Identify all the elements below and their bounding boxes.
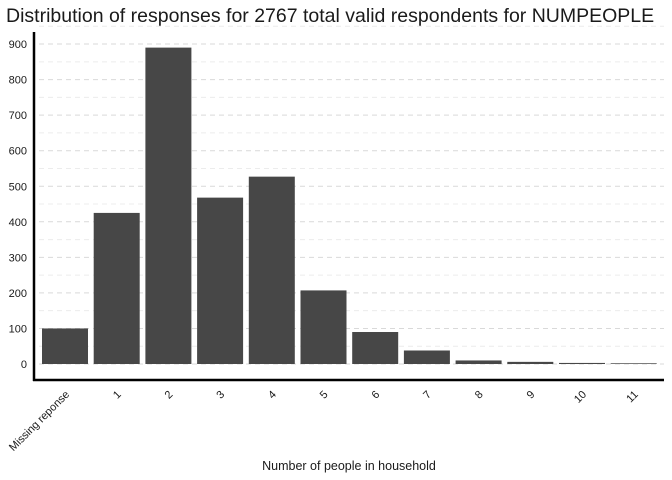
bar [455, 360, 502, 364]
bar [145, 47, 192, 364]
x-axis-ticks: Missing reponse 1 2 3 4 5 6 7 8 9 10 11 [7, 389, 641, 454]
x-tick-label: Missing reponse [7, 389, 72, 454]
x-tick-label: 11 [624, 389, 641, 406]
y-tick-label: 0 [21, 359, 27, 371]
x-tick-label: 8 [473, 389, 486, 402]
x-tick-label: 7 [421, 389, 434, 402]
bar [559, 362, 605, 364]
x-tick-label: 6 [370, 389, 383, 402]
x-tick-label: 9 [525, 389, 538, 402]
x-axis-label: Number of people in household [262, 459, 436, 473]
x-tick-label: 3 [214, 389, 227, 402]
x-tick-label: 5 [318, 389, 331, 402]
bar [248, 176, 295, 364]
y-tick-label: 300 [9, 252, 27, 264]
bar [300, 290, 347, 364]
y-tick-label: 900 [9, 39, 27, 51]
x-tick-label: 1 [111, 389, 124, 402]
y-tick-label: 100 [9, 323, 27, 335]
y-tick-label: 600 [9, 146, 27, 158]
y-tick-label: 700 [9, 110, 27, 122]
bar [42, 328, 88, 364]
y-tick-label: 800 [9, 75, 27, 87]
y-axis-ticks: 0 100 200 300 400 500 600 700 800 900 [9, 39, 27, 371]
bar [93, 212, 140, 364]
bar [197, 197, 244, 364]
chart-title: Distribution of responses for 2767 total… [6, 5, 654, 27]
y-tick-label: 500 [9, 181, 27, 193]
x-tick-label: 2 [163, 389, 176, 402]
x-tick-label: 10 [572, 389, 589, 406]
bar [507, 361, 554, 364]
bar [610, 363, 657, 364]
x-tick-label: 4 [266, 389, 279, 402]
y-tick-label: 400 [9, 217, 27, 229]
bar [352, 332, 399, 364]
bar [403, 350, 450, 364]
y-tick-label: 200 [9, 288, 27, 300]
bars [42, 47, 657, 364]
